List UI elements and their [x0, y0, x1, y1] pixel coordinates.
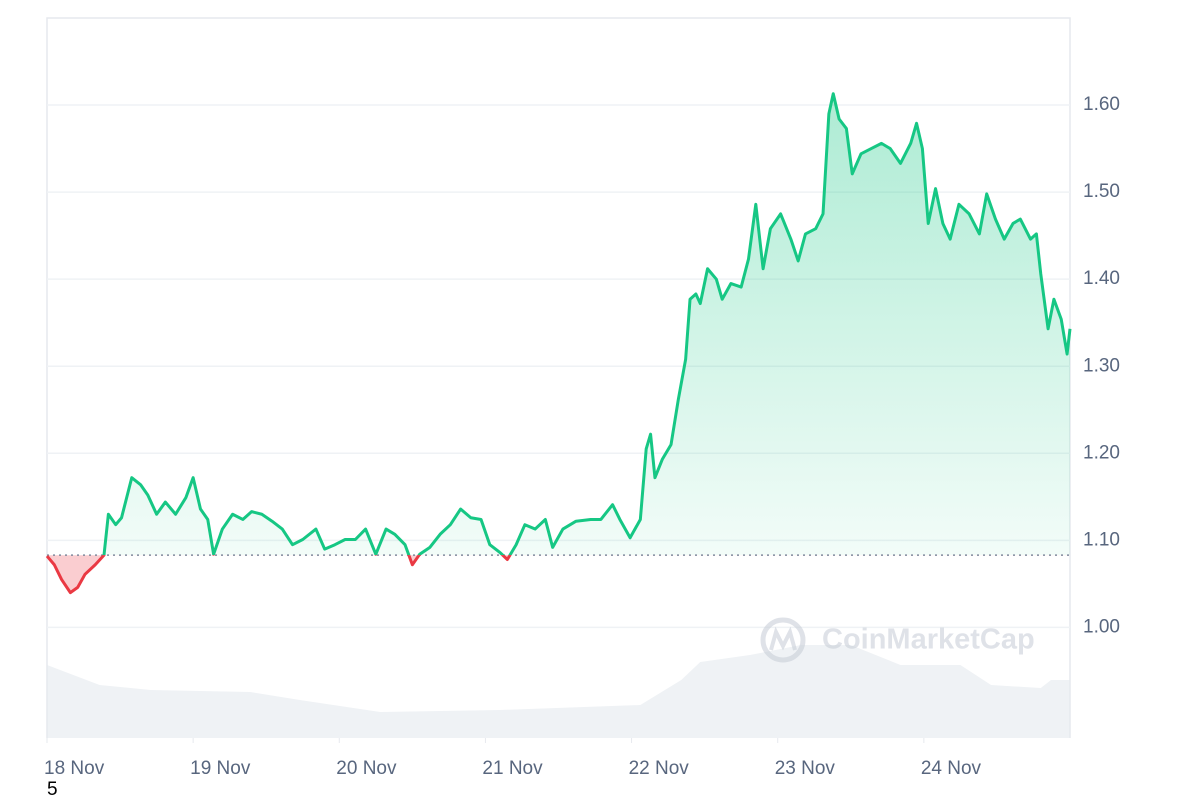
y-tick-label: 1.10 [1083, 529, 1120, 550]
x-tick-label: 22 Nov [629, 758, 690, 779]
y-tick-label: 1.50 [1083, 181, 1120, 202]
plot-layer [45, 92, 1072, 595]
x-tick-label: 23 Nov [775, 758, 836, 779]
y-tick-label: 1.00 [1083, 616, 1120, 637]
x-tick-label: 19 Nov [190, 758, 251, 779]
watermark-logo-mark [769, 626, 797, 651]
price-line [48, 92, 1072, 556]
y-tick-label: 1.20 [1083, 442, 1120, 463]
y-tick-label: 1.40 [1083, 268, 1120, 289]
footnote: 5 [47, 779, 58, 800]
y-tick-label: 1.30 [1083, 355, 1120, 376]
x-tick-label: 24 Nov [921, 758, 982, 779]
area-above [47, 93, 1070, 556]
watermark-group: CoinMarketCap [760, 617, 1035, 663]
x-tick-label: 21 Nov [482, 758, 543, 779]
x-tick-label: 20 Nov [336, 758, 397, 779]
x-tick-label: 18 Nov [44, 758, 105, 779]
watermark: CoinMarketCap [822, 624, 1035, 656]
watermark-logo [760, 617, 806, 663]
area-below [47, 555, 510, 593]
volume-area [47, 645, 1070, 738]
volume-layer [47, 645, 1070, 738]
y-tick-label: 1.60 [1083, 94, 1120, 115]
